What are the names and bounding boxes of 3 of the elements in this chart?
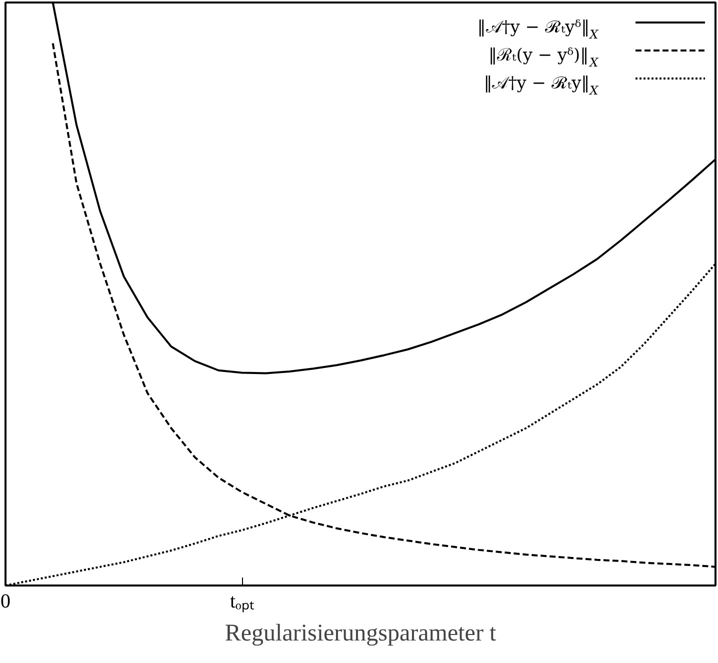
x-tick-label: tₒₚₜ xyxy=(230,590,254,612)
x-axis-title: Regularisierungsparameter t xyxy=(224,620,496,646)
x-tick-label: 0 xyxy=(0,590,10,612)
